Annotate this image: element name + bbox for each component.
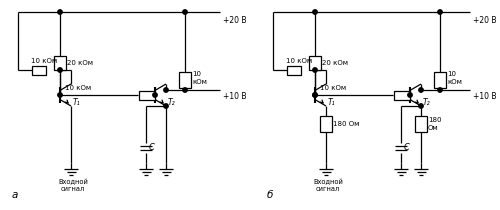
Circle shape [313, 10, 317, 14]
Text: T₁: T₁ [328, 98, 336, 107]
Circle shape [438, 10, 442, 14]
Circle shape [58, 93, 62, 97]
Text: Входной
сигнал: Входной сигнал [58, 179, 88, 193]
Text: +20 В: +20 В [473, 16, 496, 25]
Text: 180 Ом: 180 Ом [333, 121, 359, 127]
Text: б: б [267, 190, 274, 200]
Circle shape [419, 88, 423, 92]
Circle shape [164, 104, 168, 108]
Bar [54, 56, 66, 70]
Circle shape [58, 68, 62, 72]
Text: T₁: T₁ [73, 98, 80, 107]
Bar [287, 66, 301, 75]
Text: T₂: T₂ [168, 98, 175, 107]
Bar [434, 72, 446, 88]
Text: 20 кОм: 20 кОм [322, 60, 348, 66]
Bar [32, 66, 46, 75]
Text: 10 кОм: 10 кОм [320, 85, 346, 91]
Bar [139, 91, 155, 100]
Circle shape [153, 93, 157, 97]
Text: 10
кОм: 10 кОм [447, 71, 462, 84]
Circle shape [408, 93, 412, 97]
Bar [394, 91, 410, 100]
Circle shape [419, 104, 423, 108]
Text: +10 В: +10 В [473, 92, 496, 101]
Bar [320, 116, 332, 132]
Text: 20 кОм: 20 кОм [67, 60, 93, 66]
Bar [309, 56, 321, 70]
Circle shape [183, 88, 187, 92]
Text: 10
кОм: 10 кОм [192, 71, 207, 84]
Circle shape [438, 88, 442, 92]
Circle shape [313, 68, 317, 72]
Text: +10 В: +10 В [223, 92, 246, 101]
Text: T₂: T₂ [423, 98, 430, 107]
Text: Входной
сигнал: Входной сигнал [313, 179, 343, 193]
Text: +20 В: +20 В [223, 16, 246, 25]
Text: 10 кОм: 10 кОм [65, 85, 91, 91]
Text: 10 кОм: 10 кОм [286, 58, 312, 64]
Text: C: C [404, 143, 410, 152]
Circle shape [313, 93, 317, 97]
Text: C: C [149, 143, 155, 152]
Circle shape [313, 93, 317, 97]
Circle shape [58, 10, 62, 14]
Bar [415, 116, 427, 132]
Text: а: а [12, 190, 18, 200]
Text: 10 кОм: 10 кОм [31, 58, 57, 64]
Circle shape [164, 88, 168, 92]
Circle shape [183, 10, 187, 14]
Text: 180
Ом: 180 Ом [428, 118, 442, 130]
Bar [179, 72, 191, 88]
